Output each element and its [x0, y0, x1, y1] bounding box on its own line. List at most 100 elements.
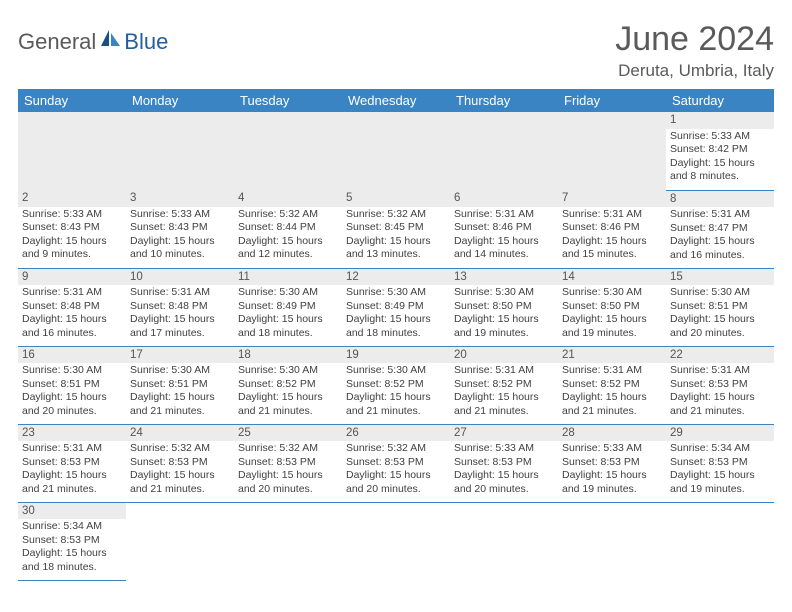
calendar-week: 16Sunrise: 5:30 AMSunset: 8:51 PMDayligh… [18, 346, 774, 424]
calendar-cell: 14Sunrise: 5:30 AMSunset: 8:50 PMDayligh… [558, 268, 666, 346]
day-body: Sunrise: 5:33 AMSunset: 8:53 PMDaylight:… [450, 441, 558, 498]
day-body: Sunrise: 5:31 AMSunset: 8:52 PMDaylight:… [558, 363, 666, 420]
calendar-cell [450, 112, 558, 190]
calendar-week: 2Sunrise: 5:33 AMSunset: 8:43 PMDaylight… [18, 190, 774, 268]
day-body: Sunrise: 5:30 AMSunset: 8:50 PMDaylight:… [450, 285, 558, 342]
day-number: 17 [126, 347, 234, 364]
day-number: 3 [126, 190, 234, 207]
calendar-cell: 3Sunrise: 5:33 AMSunset: 8:43 PMDaylight… [126, 190, 234, 268]
column-header: Friday [558, 89, 666, 112]
calendar-cell: 23Sunrise: 5:31 AMSunset: 8:53 PMDayligh… [18, 424, 126, 502]
column-header: Saturday [666, 89, 774, 112]
day-number: 13 [450, 269, 558, 286]
calendar-cell: 1Sunrise: 5:33 AMSunset: 8:42 PMDaylight… [666, 112, 774, 190]
header: General Blue June 2024 Deruta, Umbria, I… [18, 20, 774, 81]
day-number: 7 [558, 190, 666, 207]
day-body: Sunrise: 5:30 AMSunset: 8:51 PMDaylight:… [126, 363, 234, 420]
calendar-cell [126, 112, 234, 190]
page-title: June 2024 [615, 20, 774, 59]
calendar-cell: 16Sunrise: 5:30 AMSunset: 8:51 PMDayligh… [18, 346, 126, 424]
column-header: Thursday [450, 89, 558, 112]
calendar-cell [666, 502, 774, 580]
calendar-cell [450, 502, 558, 580]
day-body: Sunrise: 5:31 AMSunset: 8:53 PMDaylight:… [18, 441, 126, 498]
calendar-cell: 28Sunrise: 5:33 AMSunset: 8:53 PMDayligh… [558, 424, 666, 502]
calendar-cell [234, 112, 342, 190]
calendar-cell: 5Sunrise: 5:32 AMSunset: 8:45 PMDaylight… [342, 190, 450, 268]
day-body: Sunrise: 5:33 AMSunset: 8:43 PMDaylight:… [18, 207, 126, 264]
day-body: Sunrise: 5:31 AMSunset: 8:52 PMDaylight:… [450, 363, 558, 420]
calendar-cell [558, 502, 666, 580]
calendar-week: 23Sunrise: 5:31 AMSunset: 8:53 PMDayligh… [18, 424, 774, 502]
day-number: 1 [666, 112, 774, 129]
day-body: Sunrise: 5:32 AMSunset: 8:44 PMDaylight:… [234, 207, 342, 264]
day-number: 15 [666, 269, 774, 286]
day-number: 27 [450, 425, 558, 442]
title-block: June 2024 Deruta, Umbria, Italy [615, 20, 774, 81]
day-number: 25 [234, 425, 342, 442]
brand-logo: General Blue [18, 28, 168, 55]
sail-icon [99, 28, 121, 55]
calendar-cell [342, 112, 450, 190]
calendar-cell: 19Sunrise: 5:30 AMSunset: 8:52 PMDayligh… [342, 346, 450, 424]
day-number: 26 [342, 425, 450, 442]
day-number: 29 [666, 425, 774, 442]
day-number: 23 [18, 425, 126, 442]
calendar-cell: 20Sunrise: 5:31 AMSunset: 8:52 PMDayligh… [450, 346, 558, 424]
column-header: Tuesday [234, 89, 342, 112]
calendar-cell: 13Sunrise: 5:30 AMSunset: 8:50 PMDayligh… [450, 268, 558, 346]
day-number: 5 [342, 190, 450, 207]
day-body: Sunrise: 5:31 AMSunset: 8:53 PMDaylight:… [666, 363, 774, 420]
day-number: 22 [666, 347, 774, 364]
calendar-cell: 11Sunrise: 5:30 AMSunset: 8:49 PMDayligh… [234, 268, 342, 346]
day-number: 9 [18, 269, 126, 286]
day-body: Sunrise: 5:31 AMSunset: 8:48 PMDaylight:… [126, 285, 234, 342]
day-body: Sunrise: 5:32 AMSunset: 8:45 PMDaylight:… [342, 207, 450, 264]
day-body: Sunrise: 5:34 AMSunset: 8:53 PMDaylight:… [18, 519, 126, 576]
day-body: Sunrise: 5:33 AMSunset: 8:53 PMDaylight:… [558, 441, 666, 498]
day-number: 12 [342, 269, 450, 286]
calendar-cell: 10Sunrise: 5:31 AMSunset: 8:48 PMDayligh… [126, 268, 234, 346]
day-body: Sunrise: 5:30 AMSunset: 8:49 PMDaylight:… [342, 285, 450, 342]
day-number: 8 [666, 191, 774, 208]
day-number: 14 [558, 269, 666, 286]
day-number: 11 [234, 269, 342, 286]
day-body: Sunrise: 5:30 AMSunset: 8:51 PMDaylight:… [18, 363, 126, 420]
calendar-cell [234, 502, 342, 580]
day-body: Sunrise: 5:32 AMSunset: 8:53 PMDaylight:… [342, 441, 450, 498]
calendar-cell: 6Sunrise: 5:31 AMSunset: 8:46 PMDaylight… [450, 190, 558, 268]
column-header: Sunday [18, 89, 126, 112]
day-body: Sunrise: 5:31 AMSunset: 8:46 PMDaylight:… [450, 207, 558, 264]
calendar-cell [18, 112, 126, 190]
day-number: 18 [234, 347, 342, 364]
calendar-cell: 9Sunrise: 5:31 AMSunset: 8:48 PMDaylight… [18, 268, 126, 346]
brand-part2: Blue [124, 29, 168, 55]
day-number: 16 [18, 347, 126, 364]
day-body: Sunrise: 5:33 AMSunset: 8:43 PMDaylight:… [126, 207, 234, 264]
day-number: 6 [450, 190, 558, 207]
calendar-cell: 7Sunrise: 5:31 AMSunset: 8:46 PMDaylight… [558, 190, 666, 268]
calendar-cell: 15Sunrise: 5:30 AMSunset: 8:51 PMDayligh… [666, 268, 774, 346]
day-body: Sunrise: 5:31 AMSunset: 8:47 PMDaylight:… [666, 207, 774, 264]
column-header: Wednesday [342, 89, 450, 112]
calendar-cell [342, 502, 450, 580]
calendar-cell: 22Sunrise: 5:31 AMSunset: 8:53 PMDayligh… [666, 346, 774, 424]
calendar-cell: 12Sunrise: 5:30 AMSunset: 8:49 PMDayligh… [342, 268, 450, 346]
calendar-week: 30Sunrise: 5:34 AMSunset: 8:53 PMDayligh… [18, 502, 774, 580]
day-body: Sunrise: 5:33 AMSunset: 8:42 PMDaylight:… [666, 129, 774, 186]
day-number: 28 [558, 425, 666, 442]
day-body: Sunrise: 5:31 AMSunset: 8:46 PMDaylight:… [558, 207, 666, 264]
calendar-cell: 4Sunrise: 5:32 AMSunset: 8:44 PMDaylight… [234, 190, 342, 268]
calendar-cell: 27Sunrise: 5:33 AMSunset: 8:53 PMDayligh… [450, 424, 558, 502]
day-number: 24 [126, 425, 234, 442]
day-number: 4 [234, 190, 342, 207]
day-body: Sunrise: 5:34 AMSunset: 8:53 PMDaylight:… [666, 441, 774, 498]
calendar-cell: 29Sunrise: 5:34 AMSunset: 8:53 PMDayligh… [666, 424, 774, 502]
calendar-cell: 25Sunrise: 5:32 AMSunset: 8:53 PMDayligh… [234, 424, 342, 502]
calendar-cell: 30Sunrise: 5:34 AMSunset: 8:53 PMDayligh… [18, 502, 126, 580]
calendar-cell: 24Sunrise: 5:32 AMSunset: 8:53 PMDayligh… [126, 424, 234, 502]
calendar-week: 1Sunrise: 5:33 AMSunset: 8:42 PMDaylight… [18, 112, 774, 190]
calendar-table: SundayMondayTuesdayWednesdayThursdayFrid… [18, 89, 774, 581]
calendar-cell [126, 502, 234, 580]
calendar-cell: 26Sunrise: 5:32 AMSunset: 8:53 PMDayligh… [342, 424, 450, 502]
